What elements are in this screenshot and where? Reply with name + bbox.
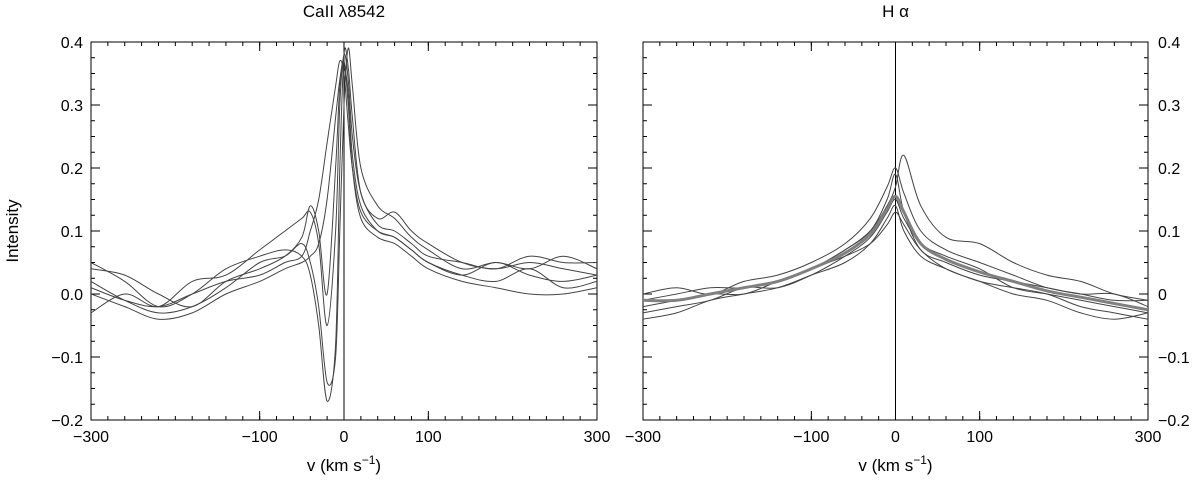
y-tick-label: 0.1 bbox=[1158, 224, 1180, 241]
series-line-1 bbox=[91, 47, 597, 402]
y-tick-label: −0.2 bbox=[1158, 413, 1190, 430]
y-tick-label: −0.2 bbox=[51, 413, 83, 430]
x-axis-title-main: v (km s bbox=[858, 456, 913, 475]
series-line-6 bbox=[643, 204, 1148, 320]
x-tick-label: 300 bbox=[1135, 429, 1162, 446]
series-group bbox=[643, 154, 1148, 320]
x-tick-label: −100 bbox=[242, 429, 278, 446]
x-axis-title-sup: −1 bbox=[362, 453, 376, 467]
x-tick-label: 300 bbox=[584, 429, 611, 446]
x-axis-title: v (km s−1) bbox=[858, 453, 932, 475]
y-axis-title: Intensity bbox=[3, 199, 22, 263]
x-axis-title-main: v (km s bbox=[307, 456, 362, 475]
y-tick-label: 0.4 bbox=[61, 35, 83, 52]
panel-caii: −300 −100 0 100 300 −0.2 −0.1 0.0 0.1 0.2 0.3 0.4 Ca… bbox=[3, 2, 610, 475]
x-axis-title: v (km s−1) bbox=[307, 453, 381, 475]
x-axis-title-tail: ) bbox=[927, 456, 933, 475]
x-tick-label: 0 bbox=[891, 429, 900, 446]
series-line-4 bbox=[91, 66, 597, 308]
series-line-3 bbox=[91, 53, 597, 327]
x-axis-title-tail: ) bbox=[375, 456, 381, 475]
y-tick-label: −0.1 bbox=[51, 350, 83, 367]
y-tick-label: 0.2 bbox=[61, 161, 83, 178]
y-tick-label: −0.1 bbox=[1158, 350, 1190, 367]
y-tick-label: 0.1 bbox=[61, 224, 83, 241]
x-axis-title-sup: −1 bbox=[913, 453, 927, 467]
panel-halpha: −300 −100 0 100 300−0.2 −0.1 0 0.1 0.2 0.3 0.4 H α v… bbox=[625, 2, 1190, 475]
x-tick-label: −100 bbox=[793, 429, 829, 446]
series-line-3 bbox=[643, 167, 1148, 302]
series-group bbox=[91, 47, 597, 402]
x-tick-label: −300 bbox=[73, 429, 109, 446]
y-tick-label: 0.3 bbox=[1158, 98, 1180, 115]
y-tick-label: 0.4 bbox=[1158, 35, 1180, 52]
x-tick-label: −300 bbox=[625, 429, 661, 446]
x-tick-label: 100 bbox=[966, 429, 993, 446]
x-tick-label: 0 bbox=[340, 429, 349, 446]
panel-title: H α bbox=[882, 2, 909, 21]
y-tick-label: 0.3 bbox=[61, 98, 83, 115]
panel-title: CaII λ8542 bbox=[303, 2, 385, 21]
mean-series-line bbox=[643, 194, 1148, 312]
y-tick-label: 0.2 bbox=[1158, 161, 1180, 178]
y-tick-label: 0 bbox=[1158, 287, 1167, 304]
y-tick-label: 0.0 bbox=[61, 287, 83, 304]
series-line-6 bbox=[91, 59, 597, 308]
x-tick-label: 100 bbox=[415, 429, 442, 446]
series-line-5 bbox=[91, 59, 597, 320]
